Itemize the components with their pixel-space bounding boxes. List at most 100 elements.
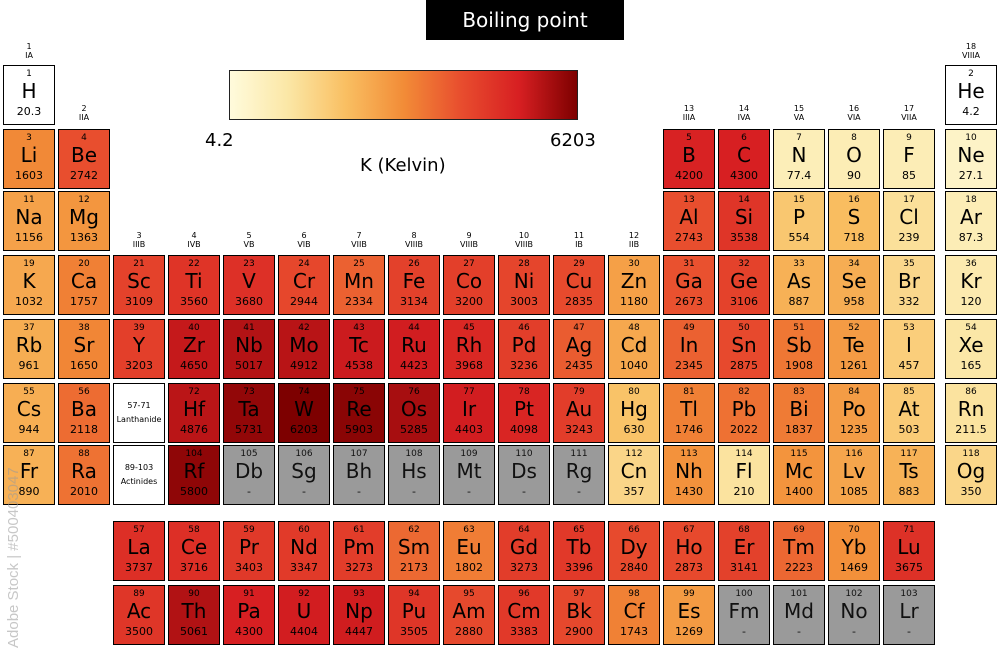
boiling-point-value: 1430	[675, 485, 703, 498]
boiling-point-value: 2345	[675, 359, 703, 372]
boiling-point-value: -	[467, 485, 471, 498]
boiling-point-value: 85	[902, 169, 916, 182]
group-roman: VIA	[847, 113, 861, 122]
atomic-number: 33	[793, 259, 805, 269]
element-symbol: Nh	[675, 459, 703, 483]
boiling-point-value: 4423	[400, 359, 428, 372]
boiling-point-value: 2022	[730, 423, 758, 436]
element-symbol: Er	[733, 535, 755, 559]
atomic-number: 74	[298, 387, 310, 397]
element-symbol: Cs	[16, 397, 42, 421]
boiling-point-value: 2173	[400, 561, 428, 574]
element-ac: 89 Ac 3500	[113, 585, 165, 645]
atomic-number: 94	[408, 589, 420, 599]
scale-min-label: 4.2	[205, 130, 234, 151]
atomic-number: 80	[628, 387, 640, 397]
element-symbol: Hf	[182, 397, 206, 421]
element-sn: 50 Sn 2875	[718, 319, 770, 379]
atomic-number: 69	[793, 525, 805, 535]
element-symbol: Lv	[842, 459, 866, 483]
element-nd: 60 Nd 3347	[278, 521, 330, 581]
element-symbol: Np	[345, 599, 373, 623]
element-symbol: Mg	[69, 205, 99, 229]
element-v: 23 V 3680	[223, 255, 275, 315]
atomic-number: 111	[570, 449, 588, 459]
atomic-number: 15	[793, 195, 805, 205]
element-symbol: Yb	[841, 535, 867, 559]
group-header-8: 8 VIIIB	[388, 231, 440, 249]
atomic-number: 57	[133, 525, 145, 535]
atomic-number: 90	[188, 589, 200, 599]
group-header-7: 7 VIIB	[333, 231, 385, 249]
element-as: 33 As 887	[773, 255, 825, 315]
element-symbol: Ag	[565, 333, 593, 357]
element-symbol: Ga	[675, 269, 703, 293]
element-pd: 46 Pd 3236	[498, 319, 550, 379]
element-rf: 104 Rf 5800	[168, 445, 220, 505]
group-header-16: 16 VIA	[828, 104, 880, 122]
element-rn: 86 Rn 211.5	[945, 383, 997, 443]
element-tl: 81 Tl 1746	[663, 383, 715, 443]
element-tb: 65 Tb 3396	[553, 521, 605, 581]
element-symbol: Cf	[623, 599, 645, 623]
element-y: 39 Y 3203	[113, 319, 165, 379]
boiling-point-value: 3109	[125, 295, 153, 308]
element-symbol: Mo	[289, 333, 319, 357]
element-symbol: Cm	[507, 599, 541, 623]
boiling-point-value: 5285	[400, 423, 428, 436]
atomic-number: 50	[738, 323, 750, 333]
element-symbol: Xe	[958, 333, 984, 357]
atomic-number: 108	[405, 449, 423, 459]
atomic-number: 12	[78, 195, 90, 205]
element-symbol: C	[737, 143, 751, 167]
atomic-number: 32	[738, 259, 750, 269]
boiling-point-value: 4.2	[962, 105, 980, 118]
element-sr: 38 Sr 1650	[58, 319, 110, 379]
group-number: 10	[518, 231, 530, 240]
element-symbol: Rh	[455, 333, 483, 357]
element-ne: 10 Ne 27.1	[945, 129, 997, 189]
element-dy: 66 Dy 2840	[608, 521, 660, 581]
element-i: 53 I 457	[883, 319, 935, 379]
element-at: 85 At 503	[883, 383, 935, 443]
boiling-point-value: 2873	[675, 561, 703, 574]
boiling-point-value: 357	[623, 485, 645, 498]
element-symbol: Pb	[731, 397, 757, 421]
boiling-point-value: 503	[898, 423, 920, 436]
boiling-point-value: 6203	[290, 423, 318, 436]
atomic-number: 18	[965, 195, 977, 205]
element-symbol: Ir	[461, 397, 477, 421]
boiling-point-value: 2334	[345, 295, 373, 308]
boiling-point-value: 3737	[125, 561, 153, 574]
atomic-number: 43	[353, 323, 365, 333]
element-symbol: Bh	[345, 459, 373, 483]
atomic-number: 4	[81, 133, 87, 143]
atomic-number: 20	[78, 259, 90, 269]
atomic-number: 2	[968, 69, 974, 79]
atomic-number: 48	[628, 323, 640, 333]
boiling-point-value: 718	[843, 231, 865, 244]
element-gd: 64 Gd 3273	[498, 521, 550, 581]
group-header-5: 5 VB	[223, 231, 275, 249]
boiling-point-value: -	[742, 625, 746, 638]
atomic-number: 67	[683, 525, 695, 535]
atomic-number: 83	[793, 387, 805, 397]
atomic-number: 13	[683, 195, 695, 205]
element-symbol: O	[846, 143, 862, 167]
element-nh: 113 Nh 1430	[663, 445, 715, 505]
element-symbol: Rn	[957, 397, 985, 421]
element-symbol: Bk	[566, 599, 592, 623]
atomic-number: 30	[628, 259, 640, 269]
element-ag: 47 Ag 2435	[553, 319, 605, 379]
element-re: 75 Re 5903	[333, 383, 385, 443]
group-number: 11	[573, 231, 585, 240]
element-db: 105 Db -	[223, 445, 275, 505]
group-roman: IIIA	[682, 113, 696, 122]
atomic-number: 102	[845, 589, 863, 599]
group-number: 13	[683, 104, 695, 113]
boiling-point-value: 5061	[180, 625, 208, 638]
atomic-number: 59	[243, 525, 255, 535]
element-fm: 100 Fm -	[718, 585, 770, 645]
element-symbol: Ra	[71, 459, 97, 483]
boiling-point-value: 5800	[180, 485, 208, 498]
